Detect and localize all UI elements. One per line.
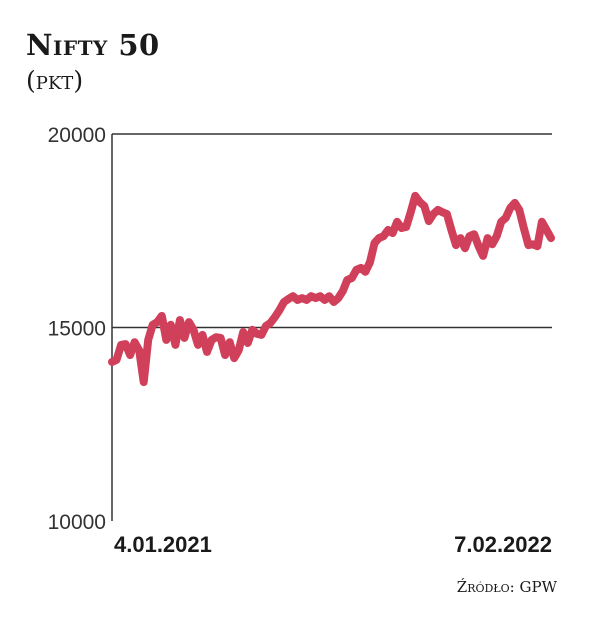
chart-title: Nifty 50 <box>26 28 160 62</box>
x-tick-label-start: 4.01.2021 <box>114 532 212 557</box>
source-note: Źródło: GPW <box>456 578 557 596</box>
series-line-nifty50 <box>108 191 555 387</box>
chart-unit: (pkt) <box>26 66 84 95</box>
x-tick-label-end: 7.02.2022 <box>454 532 552 557</box>
y-tick-label: 20000 <box>48 124 106 147</box>
y-tick-label: 15000 <box>48 318 106 341</box>
y-tick-label: 10000 <box>48 511 106 534</box>
